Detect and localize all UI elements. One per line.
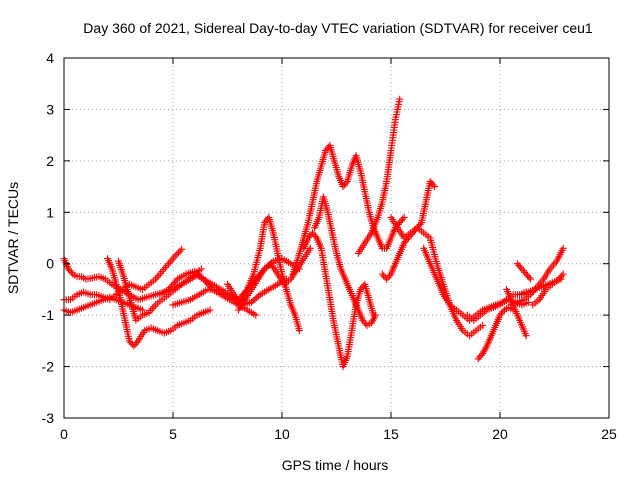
x-tick-label: 15 — [383, 426, 399, 442]
series-track-11 — [289, 141, 408, 278]
y-tick-label: -3 — [42, 410, 55, 426]
series-track-21 — [513, 260, 534, 283]
data-points — [60, 95, 567, 371]
series-track-10 — [234, 244, 314, 314]
plus-markers — [513, 260, 534, 283]
x-tick-label: 0 — [60, 426, 68, 442]
plot-frame — [63, 57, 610, 419]
plus-markers — [234, 244, 314, 314]
x-axis-label: GPS time / hours — [282, 457, 389, 473]
plus-markers — [529, 270, 567, 309]
plus-markers — [289, 141, 408, 278]
series-track-13 — [311, 193, 380, 329]
series-track-04 — [104, 255, 214, 350]
series-track-24 — [529, 270, 567, 309]
series-track-14 — [354, 95, 404, 257]
y-axis-label: SDTVAR / TECUs — [5, 182, 21, 294]
plus-markers — [354, 95, 404, 257]
series-track-05 — [115, 257, 205, 324]
plus-markers — [115, 257, 205, 324]
series-track-19 — [474, 303, 517, 363]
plus-markers — [104, 255, 214, 350]
axis-ticks: 0 5 10 15 20 25 -3 -2 -1 0 1 2 3 4 — [42, 50, 617, 442]
x-tick-label: 20 — [492, 426, 508, 442]
y-tick-label: 2 — [46, 153, 54, 169]
x-tick-label: 10 — [274, 426, 290, 442]
y-tick-label: 3 — [46, 101, 54, 117]
x-tick-label: 25 — [601, 426, 617, 442]
y-tick-label: 4 — [46, 50, 54, 66]
chart-title: Day 360 of 2021, Sidereal Day-to-day VTE… — [83, 20, 593, 36]
y-tick-label: 0 — [46, 256, 54, 272]
plus-markers — [474, 303, 517, 363]
y-tick-label: 1 — [46, 204, 54, 220]
y-tick-label: -2 — [42, 359, 55, 375]
y-tick-label: -1 — [42, 307, 55, 323]
x-tick-label: 5 — [169, 426, 177, 442]
plus-markers — [311, 193, 380, 329]
